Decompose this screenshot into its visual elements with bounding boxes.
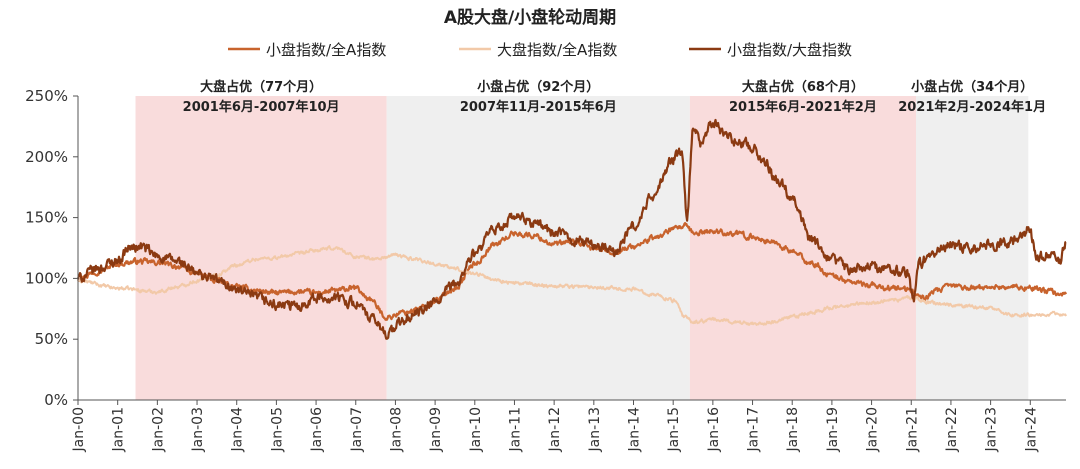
- x-tick-label: Jan-11: [507, 407, 523, 452]
- series-line: [77, 245, 1067, 326]
- period-label: 小盘占优（34个月）: [911, 79, 1033, 95]
- x-tick-label: Jan-10: [468, 407, 484, 452]
- y-tick-label: 0%: [44, 391, 68, 409]
- x-tick-label: Jan-03: [190, 407, 206, 452]
- x-tick-label: Jan-07: [349, 407, 365, 452]
- x-tick-label: Jan-23: [984, 407, 1000, 452]
- chart-title: A股大盘/小盘轮动周期: [444, 7, 616, 28]
- y-tick-label: 250%: [25, 87, 68, 105]
- x-tick-label: Jan-15: [666, 407, 682, 452]
- x-tick-label: Jan-21: [904, 407, 920, 452]
- period-labels: 大盘占优（77个月） 2001年6月-2007年10月 小盘占优（92个月） 2007…: [183, 79, 1046, 115]
- legend-label: 小盘指数/全A指数: [266, 41, 386, 59]
- x-tick-label: Jan-00: [71, 407, 87, 452]
- x-tick-label: Jan-24: [1023, 407, 1039, 453]
- x-tick-label: Jan-19: [825, 407, 841, 452]
- x-tick-label: Jan-08: [388, 407, 404, 452]
- x-tick-label: Jan-17: [746, 407, 762, 452]
- y-tick-label: 200%: [25, 148, 68, 166]
- x-tick-label: Jan-20: [865, 407, 881, 452]
- period-band: [386, 96, 690, 400]
- x-tick-label: Jan-14: [627, 407, 643, 453]
- legend-label: 小盘指数/大盘指数: [727, 41, 852, 59]
- series-line: [77, 222, 1067, 321]
- x-tick-label: Jan-16: [706, 407, 722, 453]
- y-tick-label: 150%: [25, 209, 68, 227]
- axes: 0% 50% 100% 150% 200% 250% Jan-00 Jan-01 Jan-02 J…: [25, 87, 1066, 452]
- period-label: 大盘占优（77个月）: [200, 79, 322, 95]
- x-tick-label: Jan-13: [587, 407, 603, 452]
- x-tick-label: Jan-12: [547, 407, 563, 452]
- period-band: [135, 96, 387, 400]
- period-range-label: 2001年6月-2007年10月: [183, 99, 340, 115]
- legend: 小盘指数/全A指数 大盘指数/全A指数 小盘指数/大盘指数: [228, 41, 852, 59]
- period-label: 大盘占优（68个月）: [742, 79, 864, 95]
- legend-label: 大盘指数/全A指数: [497, 41, 617, 59]
- x-tick-label: Jan-04: [230, 407, 246, 453]
- period-label: 小盘占优（92个月）: [477, 79, 599, 95]
- x-tick-label: Jan-09: [428, 407, 444, 452]
- period-range-label: 2015年6月-2021年2月: [729, 99, 877, 115]
- series-lines: [76, 118, 1067, 340]
- x-tick-label: Jan-18: [785, 407, 801, 452]
- x-tick-label: Jan-02: [150, 407, 166, 452]
- x-tick-label: Jan-05: [269, 407, 285, 452]
- period-bands: [135, 96, 1029, 400]
- series-line: [76, 118, 1067, 340]
- x-tick-label: Jan-01: [111, 407, 127, 452]
- y-tick-label: 50%: [35, 330, 68, 348]
- y-tick-label: 100%: [25, 269, 68, 287]
- x-tick-label: Jan-22: [944, 407, 960, 452]
- period-range-label: 2007年11月-2015年6月: [460, 99, 617, 115]
- period-band: [689, 96, 917, 400]
- period-range-label: 2021年2月-2024年1月: [898, 99, 1046, 115]
- x-tick-label: Jan-06: [309, 407, 325, 453]
